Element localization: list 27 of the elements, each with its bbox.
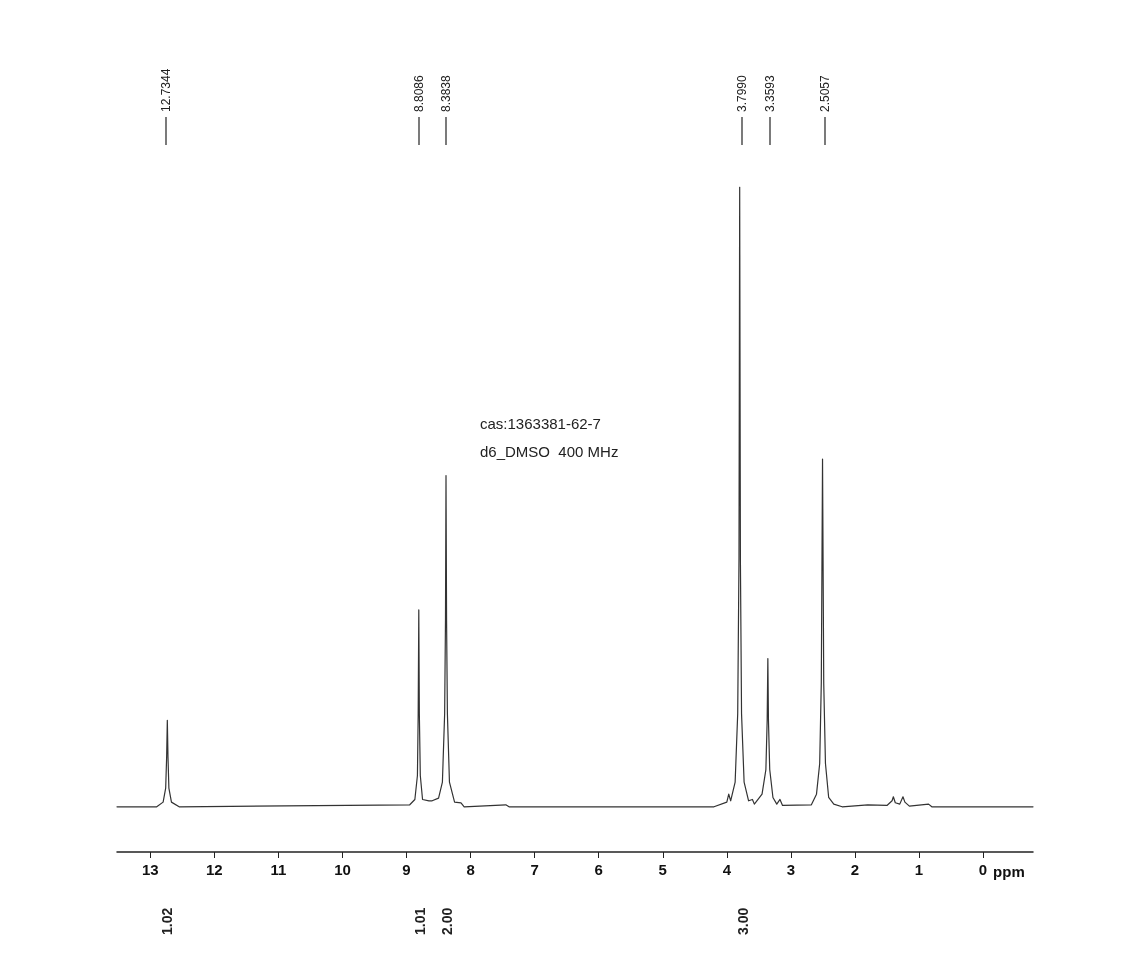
text: 1.01 [412,907,428,935]
x-tick-label: 6 [594,861,603,878]
x-tick-label: 1 [914,861,924,878]
x-tick-label: 12 [206,861,223,878]
x-tick-label: 5 [658,861,667,878]
text: 3.00 [735,907,751,935]
annotation: d6_DMSO 400 MHz [480,443,619,460]
text: 2.00 [439,907,455,935]
text: 8.3838 [439,74,453,112]
text: 3.7990 [735,74,749,112]
x-tick-label: 2 [850,861,860,878]
x-tick-label: 13 [141,861,159,878]
x-tick-label: 4 [722,861,732,878]
x-tick-label: 3 [786,861,796,878]
x-tick-label: 11 [270,861,287,878]
x-tick-label: 8 [466,861,475,878]
text: 12.7344 [159,68,173,112]
text: 8.8086 [412,74,426,112]
x-axis-title: ppm [993,863,1025,880]
x-tick-label: 9 [402,861,411,878]
annotation: cas:1363381-62-7 [480,415,601,432]
x-tick-label: 7 [530,861,539,878]
text: 1.02 [159,907,175,935]
text: 3.3593 [763,74,777,112]
x-tick-label: 10 [334,861,351,878]
x-tick-label: 0 [978,861,988,878]
text: 2.5057 [818,74,832,112]
